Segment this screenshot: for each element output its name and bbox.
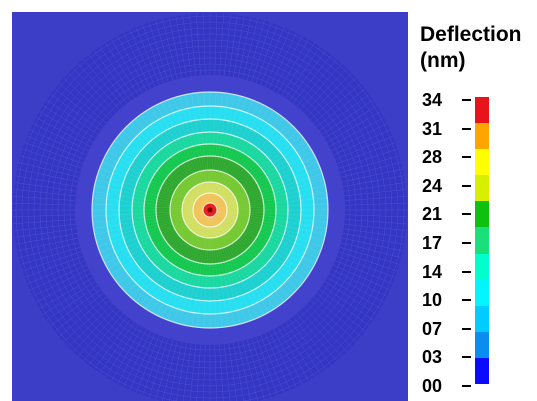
colorbar-tick-label: 14 xyxy=(422,261,443,282)
center-point xyxy=(207,207,213,213)
colorbar-tick-label: 31 xyxy=(422,118,443,139)
inner-mesh-grid xyxy=(92,92,328,328)
colorbar-tick-mark xyxy=(462,242,471,244)
colorbar-swatch xyxy=(475,123,489,150)
colorbar-swatch xyxy=(475,279,489,307)
colorbar-swatch xyxy=(475,97,489,124)
colorbar-tick-mark xyxy=(462,99,471,101)
colorbar-swatch xyxy=(475,331,489,359)
colorbar-tick-label: 00 xyxy=(422,376,443,396)
colorbar-tick-label: 03 xyxy=(422,347,443,368)
colorbar-tick-mark xyxy=(462,299,471,302)
legend-title-line1: Deflection xyxy=(420,23,522,46)
colorbar-swatch xyxy=(475,253,489,281)
colorbar-tick-label: 07 xyxy=(422,318,443,339)
colorbar-tick-mark xyxy=(462,270,471,273)
colorbar-swatch xyxy=(475,175,489,202)
colorbar-swatch xyxy=(475,227,489,255)
mesh-grid xyxy=(13,13,407,401)
colorbar-tick-label: 34 xyxy=(422,90,443,110)
legend-title: Deflection (nm) xyxy=(420,22,522,74)
colorbar-swatch xyxy=(475,201,489,228)
colorbar-tick-mark xyxy=(462,156,471,159)
colorbar-swatch xyxy=(475,149,489,176)
colorbar-tick-label: 10 xyxy=(422,290,443,311)
colorbar-tick-mark xyxy=(462,127,471,130)
colorbar-tick-label: 28 xyxy=(422,147,443,168)
contour-svg xyxy=(13,13,407,401)
colorbar-tick-mark xyxy=(462,213,471,216)
colorbar-tick-label: 21 xyxy=(422,204,443,225)
colorbar-tick-label: 17 xyxy=(422,233,443,253)
colorbar-tick-mark xyxy=(462,327,471,330)
colorbar-tick-mark xyxy=(462,184,471,187)
colorbar-tick-mark xyxy=(462,385,471,387)
colorbar-swatch xyxy=(475,357,489,385)
legend-title-line2: (nm) xyxy=(420,49,466,72)
colorbar xyxy=(475,97,489,385)
deflection-contour-plot xyxy=(12,12,408,401)
colorbar-tick-label: 24 xyxy=(422,175,443,196)
colorbar-tick-mark xyxy=(462,356,471,359)
colorbar-swatch xyxy=(475,305,489,333)
